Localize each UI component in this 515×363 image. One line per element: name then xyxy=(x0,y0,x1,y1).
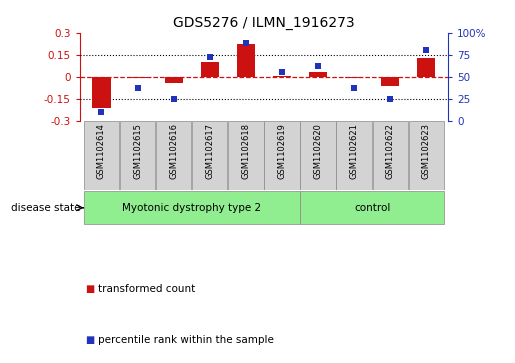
Text: transformed count: transformed count xyxy=(98,284,195,294)
Bar xyxy=(381,77,399,86)
FancyBboxPatch shape xyxy=(372,121,408,191)
Bar xyxy=(93,77,111,108)
Point xyxy=(278,70,286,76)
Text: GSM1102622: GSM1102622 xyxy=(386,123,395,179)
Bar xyxy=(345,77,363,78)
Text: ■: ■ xyxy=(85,335,94,345)
Text: GSM1102618: GSM1102618 xyxy=(242,123,250,179)
FancyBboxPatch shape xyxy=(192,121,228,191)
FancyBboxPatch shape xyxy=(300,121,336,191)
Bar xyxy=(273,76,291,77)
Bar xyxy=(165,77,183,83)
Text: GSM1102620: GSM1102620 xyxy=(314,123,322,179)
FancyBboxPatch shape xyxy=(228,121,264,191)
Title: GDS5276 / ILMN_1916273: GDS5276 / ILMN_1916273 xyxy=(173,16,355,30)
Bar xyxy=(129,77,147,78)
Bar xyxy=(237,44,255,77)
Point xyxy=(242,40,250,46)
Text: ■: ■ xyxy=(85,284,94,294)
Point xyxy=(314,64,322,69)
FancyBboxPatch shape xyxy=(336,121,372,191)
Text: GSM1102614: GSM1102614 xyxy=(97,123,106,179)
FancyBboxPatch shape xyxy=(120,121,156,191)
FancyBboxPatch shape xyxy=(264,121,300,191)
FancyBboxPatch shape xyxy=(84,191,300,224)
Point xyxy=(169,96,178,102)
Bar xyxy=(201,62,219,77)
Point xyxy=(350,85,358,90)
Text: control: control xyxy=(354,203,390,213)
Text: percentile rank within the sample: percentile rank within the sample xyxy=(98,335,274,345)
FancyBboxPatch shape xyxy=(300,191,444,224)
Text: Myotonic dystrophy type 2: Myotonic dystrophy type 2 xyxy=(122,203,261,213)
Point xyxy=(133,85,142,90)
Text: GSM1102621: GSM1102621 xyxy=(350,123,358,179)
Text: GSM1102615: GSM1102615 xyxy=(133,123,142,179)
Text: GSM1102623: GSM1102623 xyxy=(422,123,431,179)
Text: disease state: disease state xyxy=(11,203,80,213)
Point xyxy=(205,54,214,60)
FancyBboxPatch shape xyxy=(156,121,192,191)
Point xyxy=(386,96,394,102)
Bar xyxy=(417,58,435,77)
FancyBboxPatch shape xyxy=(84,121,119,191)
Text: GSM1102617: GSM1102617 xyxy=(205,123,214,179)
Bar xyxy=(309,73,327,77)
FancyBboxPatch shape xyxy=(409,121,444,191)
Point xyxy=(97,109,106,115)
Text: GSM1102619: GSM1102619 xyxy=(278,123,286,179)
Point xyxy=(422,48,431,53)
Text: GSM1102616: GSM1102616 xyxy=(169,123,178,179)
